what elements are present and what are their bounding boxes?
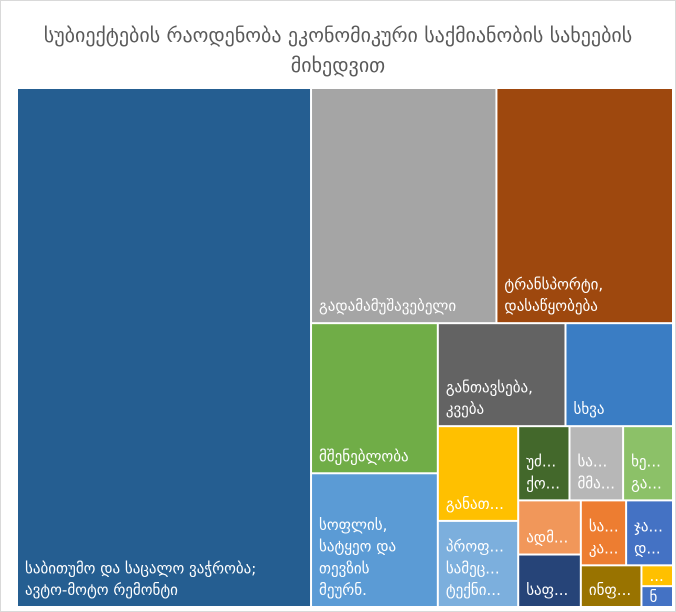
tile-label: ინფ... — [589, 581, 631, 599]
tile-label: სა... კა... — [589, 518, 619, 558]
tile-label: საბითუმო და საცალო ვაჭრობა; ავტო-მოტო რემ… — [25, 559, 256, 599]
tile-label: სოფლის, სატყეო და თევზის მეურნ. — [319, 516, 396, 599]
treemap-tile — [438, 427, 518, 520]
tile-label: პროფ... სამეც... ტექნი... — [446, 538, 504, 600]
treemap-tile — [627, 501, 672, 565]
tile-label: ჯა... დ... — [634, 518, 663, 558]
treemap-tile — [642, 587, 672, 606]
chart-title: სუბიექტების რაოდენობა ეკონომიკური საქმია… — [43, 23, 633, 77]
tile-label: ნ — [649, 588, 657, 606]
treemap-tile — [312, 324, 437, 473]
tile-label: ტრანსპორტი, დასაწყობება — [504, 275, 603, 315]
treemap-tile — [570, 427, 623, 500]
treemap-tile — [624, 427, 672, 500]
tile-label: ... — [649, 567, 663, 585]
tile-label: მშენებლობა — [319, 447, 409, 465]
treemap-tile — [519, 427, 569, 500]
tile-label: განთავსება, კვება — [446, 378, 533, 418]
tile-label: განათ... — [446, 495, 504, 513]
treemap-tile — [438, 521, 518, 606]
treemap-tile — [519, 501, 580, 554]
treemap-tile — [581, 501, 626, 565]
treemap-tile — [566, 324, 672, 426]
tile-label: ხე... გა... — [631, 453, 662, 493]
tile-label: ადმ... — [526, 529, 568, 547]
treemap-tile — [438, 324, 565, 426]
tile-label: სხვა — [573, 400, 604, 418]
treemap-tile — [312, 89, 496, 323]
tile-label: გადამამუშავებელი — [319, 297, 456, 315]
treemap-tile — [642, 566, 672, 586]
treemap-tile — [312, 474, 437, 606]
tile-label: სა... მმა... — [577, 453, 615, 493]
treemap-tile — [581, 566, 641, 606]
tile-label: საფ... — [526, 581, 568, 599]
tile-label: უძ... ქო... — [526, 453, 560, 493]
treemap-tile — [18, 89, 311, 606]
treemap-tile — [497, 89, 672, 323]
treemap-tile — [519, 555, 580, 606]
